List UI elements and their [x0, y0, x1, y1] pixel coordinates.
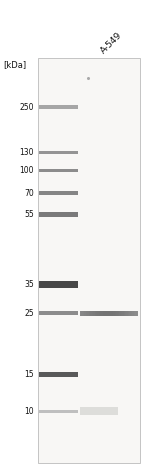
Text: 10: 10 — [24, 406, 34, 415]
Bar — [126, 310, 128, 315]
Text: 35: 35 — [24, 280, 34, 289]
Bar — [108, 310, 109, 315]
Text: A-549: A-549 — [99, 30, 124, 55]
Bar — [128, 310, 130, 315]
Bar — [123, 310, 125, 315]
Bar — [80, 310, 82, 315]
Bar — [121, 310, 122, 315]
Bar — [100, 310, 102, 315]
Bar — [135, 310, 137, 315]
Bar — [81, 310, 83, 315]
Bar — [110, 310, 112, 315]
Bar — [109, 310, 111, 315]
Bar — [86, 310, 88, 315]
Bar — [113, 310, 115, 315]
Text: 100: 100 — [20, 166, 34, 175]
Bar — [125, 310, 127, 315]
Bar — [39, 191, 78, 195]
Bar — [39, 410, 78, 412]
Text: 55: 55 — [24, 210, 34, 219]
Bar — [134, 310, 135, 315]
Bar — [105, 310, 106, 315]
Bar — [39, 280, 78, 288]
Bar — [39, 371, 78, 377]
Bar — [136, 310, 138, 315]
Text: 15: 15 — [24, 369, 34, 378]
Bar — [118, 310, 119, 315]
Bar — [84, 310, 86, 315]
Bar — [80, 407, 118, 415]
Bar — [89, 310, 90, 315]
Bar — [115, 310, 117, 315]
Bar — [99, 310, 101, 315]
Bar — [39, 150, 78, 154]
Bar — [132, 310, 134, 315]
Bar — [96, 310, 98, 315]
Bar — [39, 168, 78, 172]
Bar — [116, 310, 118, 315]
Bar — [119, 310, 121, 315]
Bar — [122, 310, 124, 315]
Bar — [38, 58, 140, 463]
Bar — [102, 310, 103, 315]
Bar — [131, 310, 132, 315]
Bar — [90, 310, 92, 315]
Bar — [97, 310, 99, 315]
Bar — [39, 211, 78, 217]
Bar — [39, 311, 78, 315]
Bar — [106, 310, 108, 315]
Text: 250: 250 — [20, 103, 34, 112]
Bar — [93, 310, 95, 315]
Bar — [112, 310, 114, 315]
Bar — [92, 310, 93, 315]
Bar — [94, 310, 96, 315]
Text: 25: 25 — [24, 308, 34, 317]
Bar — [83, 310, 85, 315]
Text: 70: 70 — [24, 189, 34, 198]
Text: 130: 130 — [20, 148, 34, 157]
Bar — [129, 310, 131, 315]
Bar — [87, 310, 89, 315]
Text: [kDa]: [kDa] — [3, 60, 26, 69]
Bar — [103, 310, 105, 315]
Bar — [39, 105, 78, 109]
